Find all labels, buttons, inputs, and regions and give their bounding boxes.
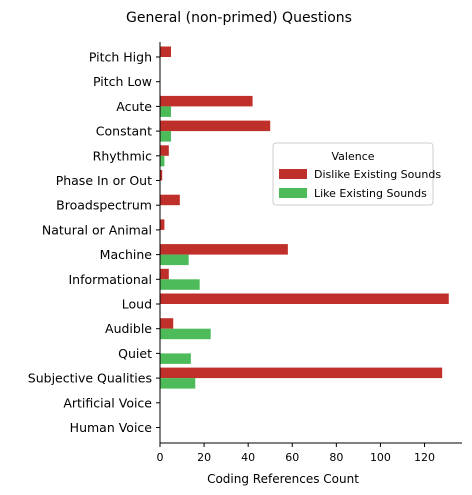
bar-audible-like — [160, 328, 211, 340]
category-label-subjective-qualities: Subjective Qualities — [28, 371, 152, 386]
legend-title: Valence — [331, 150, 374, 163]
x-axis-label: Coding References Count — [207, 472, 359, 486]
bar-informational-like — [160, 279, 200, 290]
category-label-loud: Loud — [122, 297, 152, 312]
category-label-human-voice: Human Voice — [70, 420, 153, 435]
bar-phase-in-or-out-dislike — [160, 170, 163, 181]
category-label-quiet: Quiet — [118, 346, 152, 361]
legend: Valence Dislike Existing Sounds Like Exi… — [272, 142, 441, 206]
bar-rhythmic-dislike — [160, 145, 169, 156]
category-label-machine: Machine — [100, 247, 153, 262]
x-tick-label-20: 20 — [197, 451, 211, 464]
legend-label-dislike: Dislike Existing Sounds — [314, 168, 441, 181]
legend-swatch-like — [279, 188, 307, 198]
bar-rhythmic-like — [160, 155, 165, 167]
bar-quiet-like — [160, 353, 191, 364]
chart-title: General (non-primed) Questions — [126, 10, 352, 26]
x-tick-label-100: 100 — [370, 451, 391, 464]
bar-acute-dislike — [160, 95, 253, 107]
category-label-pitch-high: Pitch High — [89, 50, 152, 65]
category-label-rhythmic: Rhythmic — [93, 148, 152, 163]
x-axis-ticks: 0 20 40 60 80 100 120 — [157, 443, 435, 464]
x-tick-label-60: 60 — [285, 451, 299, 464]
bar-machine-like — [160, 254, 189, 266]
legend-label-like: Like Existing Sounds — [314, 187, 427, 200]
bar-loud-dislike — [160, 293, 449, 304]
category-label-natural-or-animal: Natural or Animal — [42, 222, 152, 237]
bar-pitch-high-dislike — [160, 46, 172, 57]
bar-subjective-qualities-dislike — [160, 367, 443, 379]
category-label-broadspectrum: Broadspectrum — [56, 198, 152, 213]
bar-acute-like — [160, 106, 172, 117]
bar-constant-like — [160, 131, 172, 142]
legend-swatch-dislike — [279, 169, 307, 179]
bar-audible-dislike — [160, 318, 174, 329]
legend-frame — [272, 142, 434, 206]
category-label-phase-in-or-out: Phase In or Out — [56, 173, 152, 188]
bar-subjective-qualities-like — [160, 378, 196, 389]
category-labels: Pitch High Pitch Low Acute Constant Rhythmic… — [28, 50, 160, 435]
category-label-acute: Acute — [116, 99, 152, 114]
category-label-constant: Constant — [96, 124, 152, 139]
bar-informational-dislike — [160, 268, 169, 280]
category-label-informational: Informational — [69, 272, 153, 287]
bar-constant-dislike — [160, 120, 271, 132]
category-label-audible: Audible — [105, 321, 152, 336]
category-label-artificial-voice: Artificial Voice — [63, 395, 152, 410]
x-tick-label-40: 40 — [241, 451, 255, 464]
x-tick-label-120: 120 — [414, 451, 435, 464]
bar-natural-or-animal-dislike — [160, 219, 165, 230]
bars-group — [160, 46, 449, 389]
x-tick-label-80: 80 — [329, 451, 343, 464]
category-label-pitch-low: Pitch Low — [93, 74, 152, 89]
bar-machine-dislike — [160, 244, 288, 255]
x-tick-label-0: 0 — [157, 451, 164, 464]
bar-broadspectrum-dislike — [160, 194, 180, 206]
